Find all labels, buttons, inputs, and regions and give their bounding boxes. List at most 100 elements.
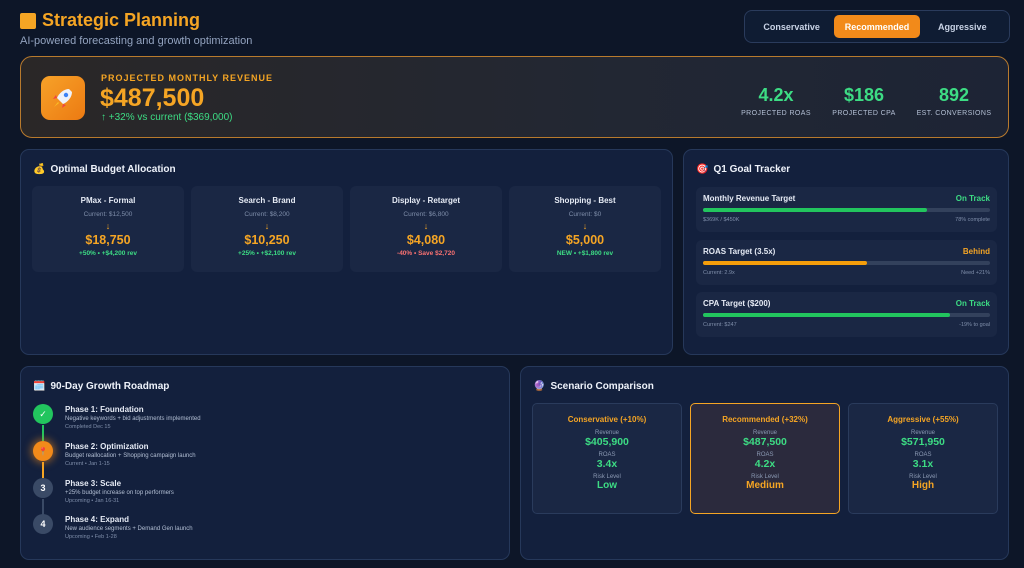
budget-card-display[interactable]: Display - Retarget Current: $6,800 ↓ $4,… <box>350 186 502 272</box>
phase-description: Negative keywords + bid adjustments impl… <box>65 416 201 422</box>
current-budget: Current: $0 <box>568 211 602 218</box>
goal-progress-fill <box>703 313 950 317</box>
phase-title: Phase 2: Optimization <box>65 442 149 451</box>
goal-revenue: Monthly Revenue Target On Track $369K / … <box>696 187 997 232</box>
calendar-icon: 🗓️ <box>33 381 46 392</box>
hero-revenue-value: $487,500 <box>100 84 205 112</box>
goal-title: Monthly Revenue Target <box>703 194 796 203</box>
recommended-budget: $10,250 <box>244 233 290 247</box>
budget-card-shopping[interactable]: Shopping - Best Current: $0 ↓ $5,000 NEW… <box>509 186 661 272</box>
phase-status: Completed Dec 15 <box>65 424 111 430</box>
scenario-title: Aggressive (+55%) <box>887 415 959 424</box>
phase-title: Phase 3: Scale <box>65 479 122 488</box>
kpi-projected-roas: 4.2x PROJECTED ROAS <box>731 85 821 117</box>
goal-progress-track <box>703 208 990 212</box>
scenario-card-aggressive[interactable]: Aggressive (+55%) Revenue $571,950 ROAS … <box>848 403 998 514</box>
budget-allocation-panel: 💰 Optimal Budget Allocation PMax - Forma… <box>20 149 673 355</box>
budget-panel-title: 💰 Optimal Budget Allocation <box>33 164 176 175</box>
goal-status: On Track <box>955 194 990 203</box>
goal-status: Behind <box>962 247 990 256</box>
scenario-comparison-panel: 🔮 Scenario Comparison Conservative (+10%… <box>520 366 1009 560</box>
scenario-title: Recommended (+32%) <box>722 415 808 424</box>
pin-icon: 📍 <box>33 441 53 461</box>
revenue-label: Revenue <box>594 430 620 436</box>
scenario-aggressive-button[interactable]: Aggressive <box>938 21 987 32</box>
goal-note: 78% complete <box>955 217 990 223</box>
title-accent-icon <box>20 12 36 29</box>
goal-progress-track <box>703 261 990 265</box>
roadmap-connector <box>42 425 44 441</box>
goal-cpa: CPA Target ($200) On Track Current: $247… <box>696 292 997 337</box>
roadmap-connector <box>42 462 44 478</box>
arrow-down-icon: ↓ <box>264 221 270 231</box>
goal-title-text: Q1 Goal Tracker <box>713 164 791 175</box>
goal-panel-title: 🎯 Q1 Goal Tracker <box>696 164 790 175</box>
page-subtitle: AI-powered forecasting and growth optimi… <box>20 35 253 47</box>
goal-progress-track <box>703 313 990 317</box>
rocket-icon <box>41 76 85 120</box>
goal-tracker-panel: 🎯 Q1 Goal Tracker Monthly Revenue Target… <box>683 149 1009 355</box>
scenario-recommended-button[interactable]: Recommended <box>834 15 920 38</box>
current-budget: Current: $8,200 <box>244 211 290 218</box>
goal-status: On Track <box>955 299 990 308</box>
phase-status: Current • Jan 1-15 <box>65 461 110 467</box>
scenario-revenue: $487,500 <box>743 436 787 448</box>
scenario-toggle: Conservative Recommended Aggressive <box>744 10 1010 43</box>
target-icon: 🎯 <box>696 164 709 175</box>
budget-delta: +25% • +$2,100 rev <box>238 250 296 257</box>
revenue-label: Revenue <box>910 430 936 436</box>
budget-card-pmax[interactable]: PMax - Formal Current: $12,500 ↓ $18,750… <box>32 186 184 272</box>
kpi-value: $186 <box>843 85 885 105</box>
phase-title: Phase 1: Foundation <box>65 405 144 414</box>
kpi-value: 892 <box>938 85 970 105</box>
phase-description: Budget reallocation + Shopping campaign … <box>65 453 196 459</box>
phase-status: Upcoming • Feb 1-28 <box>65 534 117 540</box>
budget-delta: +50% • +$4,200 rev <box>79 250 137 257</box>
growth-roadmap-panel: 🗓️ 90-Day Growth Roadmap ✓ Phase 1: Foun… <box>20 366 510 560</box>
roadmap-phase-4: 4 Phase 4: Expand New audience segments … <box>33 514 503 544</box>
roadmap-title-text: 90-Day Growth Roadmap <box>50 381 170 392</box>
goal-current: $369K / $450K <box>703 217 740 223</box>
kpi-label: EST. CONVERSIONS <box>916 110 992 117</box>
goal-current: Current: 2.9x <box>703 270 735 276</box>
goal-roas: ROAS Target (3.5x) Behind Current: 2.9x … <box>696 240 997 285</box>
scenario-title: Conservative (+10%) <box>567 415 647 424</box>
risk-label: Risk Level <box>593 474 621 480</box>
roas-label: ROAS <box>914 452 932 458</box>
arrow-down-icon: ↓ <box>105 221 111 231</box>
roadmap-connector <box>42 499 44 515</box>
roadmap-phase-3: 3 Phase 3: Scale +25% budget increase on… <box>33 478 503 508</box>
crystal-ball-icon: 🔮 <box>533 381 546 392</box>
revenue-label: Revenue <box>752 430 778 436</box>
kpi-label: PROJECTED ROAS <box>741 110 811 117</box>
roadmap-panel-title: 🗓️ 90-Day Growth Roadmap <box>33 381 169 392</box>
roas-label: ROAS <box>598 452 616 458</box>
scenario-card-conservative[interactable]: Conservative (+10%) Revenue $405,900 ROA… <box>532 403 682 514</box>
kpi-value: 4.2x <box>758 85 794 105</box>
scenario-panel-title: 🔮 Scenario Comparison <box>533 381 654 392</box>
roadmap-phase-1: ✓ Phase 1: Foundation Negative keywords … <box>33 404 503 434</box>
risk-label: Risk Level <box>751 474 779 480</box>
money-bag-icon: 💰 <box>33 164 46 175</box>
budget-title-text: Optimal Budget Allocation <box>50 164 176 175</box>
phase-number-badge: 3 <box>33 478 53 498</box>
scenario-conservative-button[interactable]: Conservative <box>763 21 820 32</box>
campaign-name: Display - Retarget <box>391 196 461 205</box>
current-budget: Current: $12,500 <box>83 211 133 218</box>
budget-delta: -40% • Save $2,720 <box>397 250 455 257</box>
goal-note: -19% to goal <box>959 322 990 328</box>
scenario-risk: High <box>911 480 935 491</box>
budget-delta: NEW • +$1,800 rev <box>556 250 614 257</box>
phase-status: Upcoming • Jan 16-31 <box>65 498 120 504</box>
current-budget: Current: $6,800 <box>403 211 449 218</box>
scenario-roas: 3.1x <box>912 458 934 470</box>
budget-card-search[interactable]: Search - Brand Current: $8,200 ↓ $10,250… <box>191 186 343 272</box>
recommended-budget: $5,000 <box>565 233 605 247</box>
phase-number-badge: 4 <box>33 514 53 534</box>
scenario-card-recommended[interactable]: Recommended (+32%) Revenue $487,500 ROAS… <box>690 403 840 514</box>
title-wrap: Strategic Planning <box>20 10 200 31</box>
roadmap-phase-2: 📍 Phase 2: Optimization Budget reallocat… <box>33 441 503 471</box>
kpi-projected-cpa: $186 PROJECTED CPA <box>819 85 909 117</box>
scenario-roas: 4.2x <box>754 458 776 470</box>
hero-revenue-delta: ↑ +32% vs current ($369,000) <box>101 112 233 123</box>
